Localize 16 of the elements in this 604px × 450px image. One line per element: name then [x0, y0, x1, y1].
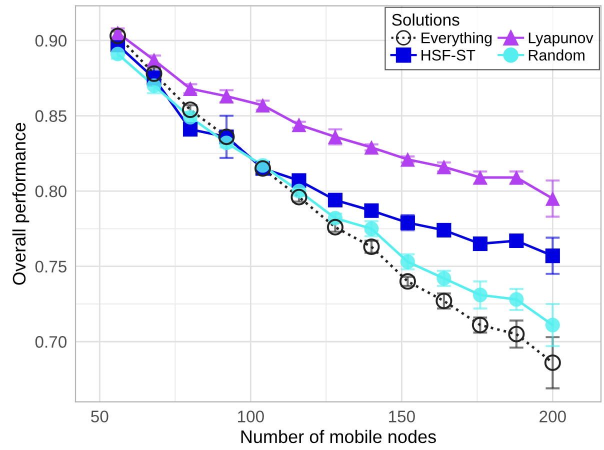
x-tick-label: 100: [238, 410, 264, 422]
y-tick-label: 0.75: [35, 260, 66, 273]
y-axis-title: Overall performance: [12, 122, 30, 285]
x-tick-label: 50: [91, 410, 108, 422]
legend-title: Solutions: [392, 13, 460, 26]
x-tick-label: 200: [540, 410, 566, 422]
y-tick-label: 0.70: [35, 336, 67, 348]
y-tick-label: 0.80: [35, 185, 67, 198]
x-tick-label: 150: [389, 410, 415, 422]
legend-label: Random: [528, 49, 584, 61]
y-tick-label: 0.90: [35, 34, 67, 47]
legend-label: HSF-ST: [422, 50, 476, 61]
y-tick-label: 0.85: [35, 110, 66, 122]
x-axis-title: Number of mobile nodes: [241, 430, 436, 444]
legend-label: Lyapunov: [528, 32, 594, 46]
legend-label: Everything: [422, 32, 492, 46]
